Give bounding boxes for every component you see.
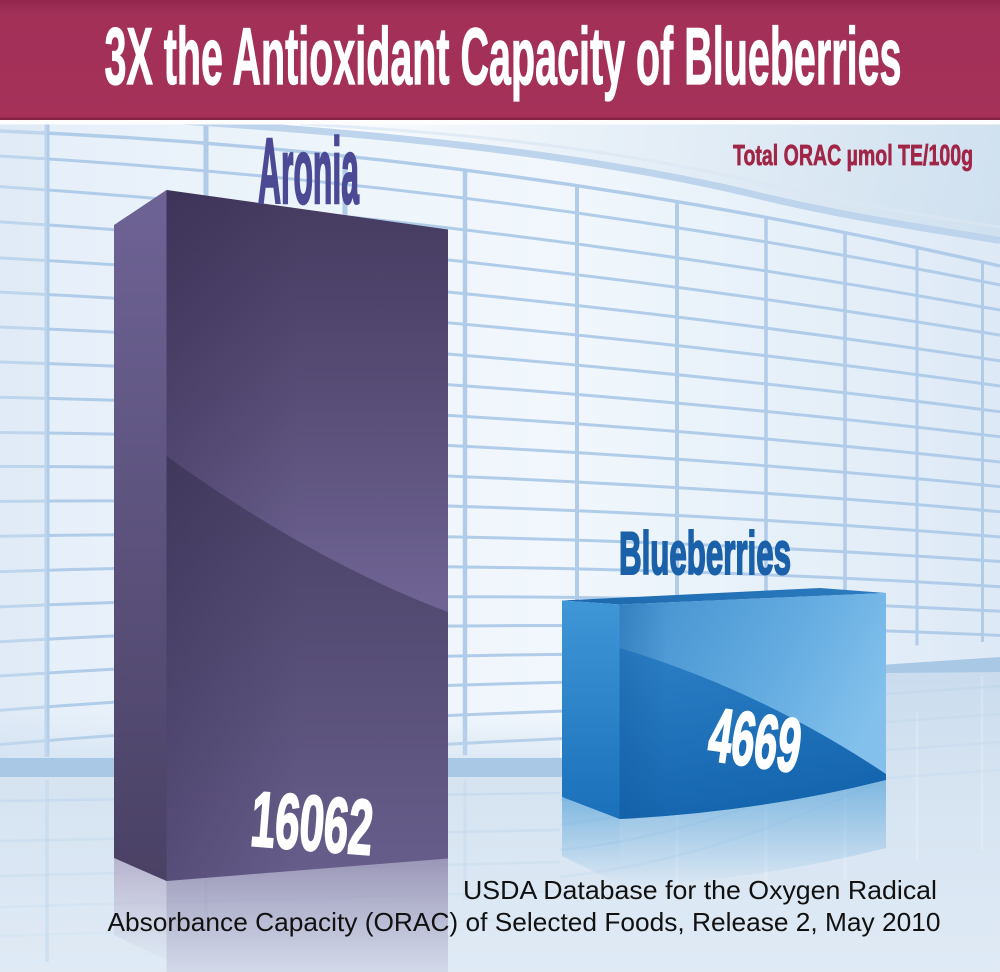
- svg-text:USDA Database for the Oxygen R: USDA Database for the Oxygen Radical: [463, 875, 937, 905]
- svg-text:4669: 4669: [704, 692, 807, 789]
- svg-text:3X the Antioxidant Capacity of: 3X the Antioxidant Capacity of Blueberri…: [105, 12, 902, 102]
- svg-text:Aronia: Aronia: [258, 119, 359, 223]
- svg-text:Total ORAC µmol TE/100g: Total ORAC µmol TE/100g: [733, 140, 973, 172]
- svg-text:Blueberries: Blueberries: [619, 520, 791, 587]
- svg-text:16062: 16062: [248, 774, 377, 871]
- svg-text:Absorbance Capacity (ORAC) of: Absorbance Capacity (ORAC) of Selected F…: [108, 907, 941, 937]
